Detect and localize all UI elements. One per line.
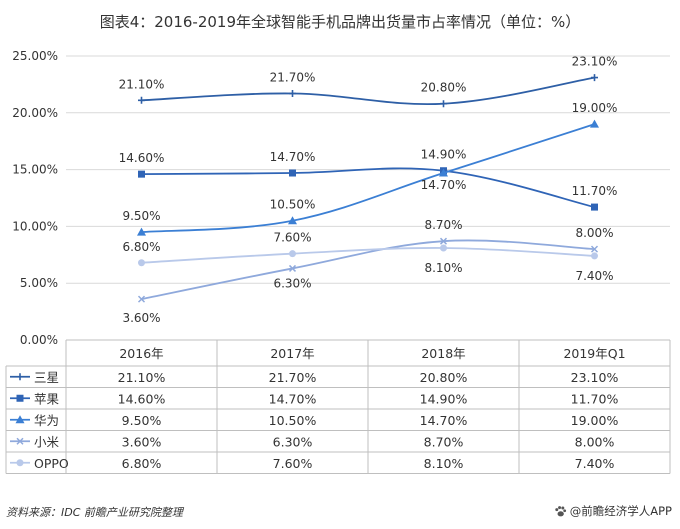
- table-cell: 21.10%: [118, 370, 166, 385]
- table-cell: 14.70%: [420, 413, 468, 428]
- data-point: [591, 252, 598, 260]
- data-label: 21.70%: [270, 70, 316, 84]
- data-point: [137, 227, 146, 236]
- x-category-label: 2019年Q1: [563, 346, 625, 361]
- legend-label: OPPO: [34, 456, 69, 471]
- table-cell: 3.60%: [122, 434, 162, 449]
- y-tick-label: 25.00%: [12, 49, 58, 63]
- data-label: 19.00%: [572, 101, 618, 115]
- legend-label: 华为: [34, 413, 59, 428]
- data-label: 23.10%: [572, 55, 618, 69]
- data-label: 14.60%: [119, 151, 165, 165]
- legend-label: 苹果: [34, 391, 60, 406]
- x-category-label: 2017年: [270, 346, 314, 361]
- table-cell: 6.30%: [273, 434, 313, 449]
- data-point: [289, 250, 296, 258]
- table-cell: 11.70%: [571, 391, 619, 406]
- series-line: [141, 167, 595, 208]
- legend-marker: [15, 415, 25, 424]
- data-label: 8.10%: [424, 261, 462, 275]
- source-note: 资料来源：IDC 前瞻产业研究院整理: [6, 506, 183, 519]
- data-point: [289, 89, 296, 97]
- table-cell: 14.90%: [420, 391, 468, 406]
- data-label: 7.60%: [273, 231, 311, 245]
- data-point: [590, 245, 599, 253]
- data-point: [138, 170, 145, 178]
- table-cell: 8.10%: [424, 456, 464, 471]
- y-tick-label: 10.00%: [12, 219, 58, 233]
- data-label: 3.60%: [122, 311, 160, 325]
- y-tick-label: 0.00%: [20, 333, 58, 347]
- data-label: 20.80%: [421, 81, 467, 95]
- series-line: [141, 76, 595, 106]
- data-label: 8.70%: [424, 218, 462, 232]
- data-point: [591, 203, 598, 211]
- legend-label: 小米: [34, 434, 60, 449]
- table-cell: 20.80%: [420, 370, 468, 385]
- brand-text: @前瞻经济学人APP: [569, 504, 672, 518]
- table-cell: 19.00%: [571, 413, 619, 428]
- data-label: 6.80%: [122, 240, 160, 254]
- chart-title: 图表4：2016-2019年全球智能手机品牌出货量市占率情况（单位：%）: [99, 13, 581, 31]
- data-label: 10.50%: [270, 198, 316, 212]
- data-point: [590, 119, 599, 128]
- x-category-label: 2016年: [119, 346, 163, 361]
- data-point: [439, 168, 448, 177]
- table-cell: 23.10%: [571, 370, 619, 385]
- data-point: [288, 216, 297, 225]
- data-label: 14.70%: [421, 178, 467, 192]
- data-point: [591, 74, 598, 82]
- legend-marker: [16, 437, 24, 445]
- series-line: [141, 239, 595, 300]
- table-cell: 7.40%: [575, 456, 615, 471]
- x-category-label: 2018年: [421, 346, 465, 361]
- data-point: [138, 96, 145, 104]
- legend-marker: [16, 394, 24, 402]
- table-cell: 9.50%: [122, 413, 162, 428]
- data-point: [440, 100, 447, 108]
- series-line: [141, 123, 595, 233]
- y-tick-label: 20.00%: [12, 106, 58, 120]
- data-point: [289, 169, 296, 177]
- paw-icon: [555, 505, 566, 516]
- y-tick-label: 5.00%: [20, 276, 58, 290]
- data-point: [137, 295, 146, 303]
- table-cell: 7.60%: [273, 456, 313, 471]
- data-label: 7.40%: [575, 269, 613, 283]
- data-label: 14.70%: [270, 150, 316, 164]
- series-line: [141, 247, 595, 264]
- data-label: 9.50%: [122, 209, 160, 223]
- data-point: [440, 244, 447, 252]
- data-label: 11.70%: [572, 184, 618, 198]
- data-point: [288, 264, 297, 272]
- legend-label: 三星: [34, 370, 59, 385]
- table-cell: 10.50%: [269, 413, 317, 428]
- table-cell: 8.00%: [575, 434, 615, 449]
- data-label: 8.00%: [575, 226, 613, 240]
- legend-marker: [16, 373, 24, 381]
- table-cell: 14.70%: [269, 391, 317, 406]
- table-cell: 6.80%: [122, 456, 162, 471]
- data-point: [138, 259, 145, 267]
- data-label: 14.90%: [421, 148, 467, 162]
- data-label: 21.10%: [119, 77, 165, 91]
- table-cell: 8.70%: [424, 434, 464, 449]
- table-cell: 21.70%: [269, 370, 317, 385]
- data-label: 6.30%: [273, 276, 311, 290]
- y-tick-label: 15.00%: [12, 163, 58, 177]
- legend-marker: [16, 459, 24, 467]
- table-cell: 14.60%: [118, 391, 166, 406]
- brand-credit: @前瞻经济学人APP: [554, 503, 672, 519]
- data-point: [439, 237, 448, 245]
